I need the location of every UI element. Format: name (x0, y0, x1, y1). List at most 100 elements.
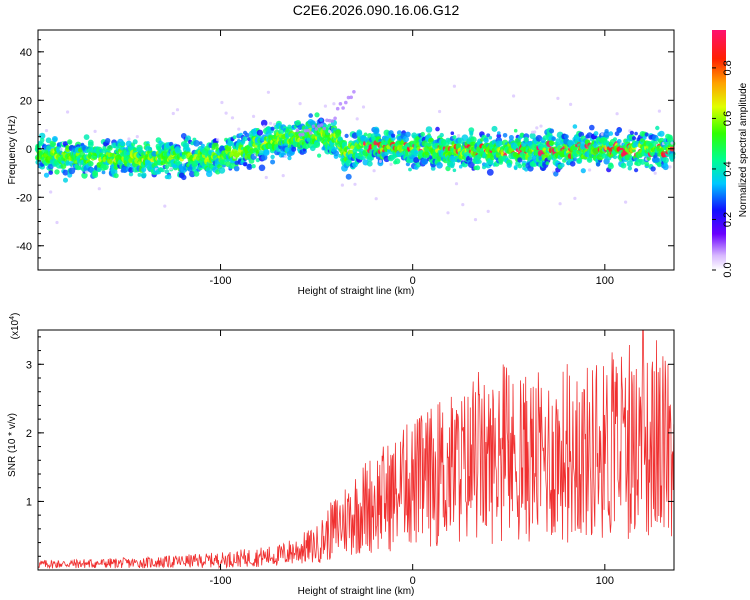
spectrogram-cell (244, 132, 250, 138)
spectrogram-cell (490, 155, 495, 161)
spectrogram-cell (258, 164, 266, 172)
spectrogram-noise-cell (268, 121, 273, 125)
spectrogram-cell (410, 158, 415, 163)
spectrogram-cell (425, 126, 433, 133)
spectrogram-spur-cell (317, 124, 321, 128)
spectrogram-cell (421, 158, 428, 165)
spectrogram-noise-cell (539, 124, 543, 128)
spectrogram-cell (394, 158, 401, 165)
snr-ytick-label: 3 (26, 359, 32, 371)
spectrogram-cell (251, 164, 256, 169)
spectrogram-cell (63, 177, 68, 183)
spectrogram-cell (517, 163, 523, 169)
spectrogram-cell (545, 161, 550, 166)
spectrogram-cell (313, 141, 321, 148)
spectrogram-spur-cell (352, 90, 356, 94)
spectrogram-cell (580, 168, 586, 174)
snr-xtick-label: 0 (410, 575, 416, 587)
spectrogram-panel: -100 0 100 -40 -20 0 20 40 Height of straight … (7, 29, 676, 297)
spectrogram-cell (81, 172, 88, 179)
spectrogram-ytick-label: 20 (20, 95, 32, 107)
spectrogram-noise-cell (473, 218, 478, 222)
spectrogram-noise-cell (340, 183, 344, 187)
spectrogram-noise-cell (372, 169, 376, 173)
spectrogram-cell (593, 131, 599, 136)
spectrogram-cell (452, 168, 457, 173)
spectrogram-cell (369, 156, 374, 161)
spectrogram-noise-cell (264, 175, 268, 180)
spectrogram-noise-cell (624, 200, 628, 204)
spectrogram-noise-cell (298, 102, 302, 106)
spectrogram-noise-cell (573, 196, 577, 200)
spectrogram-xtick-label: 0 (410, 275, 416, 287)
snr-panel: -100 0 100 1 2 3 Height of straight line (km… (7, 313, 675, 597)
spectrogram-cell (141, 167, 147, 173)
spectrogram-noise-cell (171, 111, 175, 116)
spectrogram-noise-cell (454, 182, 459, 186)
spectrogram-cell (634, 168, 639, 173)
spectrogram-cell (366, 160, 373, 167)
spectrogram-noise-cell (216, 138, 220, 142)
spectrogram-cell (65, 160, 70, 165)
spectrogram-noise-cell (558, 202, 562, 206)
spectrogram-ticks (38, 30, 674, 271)
spectrogram-cell (627, 166, 632, 171)
spectrogram-cell (40, 162, 45, 167)
spectrogram-noise-cell (283, 154, 287, 158)
snr-frame (37, 329, 675, 571)
spectrogram-cell (105, 138, 111, 144)
spectrogram-cell (278, 128, 285, 135)
spectrogram-cell (470, 136, 477, 143)
spectrogram-noise-cell (670, 141, 674, 145)
spectrogram-cell (212, 142, 219, 149)
spectrogram-cell (261, 154, 268, 161)
spectrogram-cell (128, 167, 134, 173)
colorbar-tick-label: 0.2 (722, 212, 734, 227)
spectrogram-noise-cell (374, 197, 378, 201)
spectrogram-cell (642, 135, 647, 140)
spectrogram-cell (483, 137, 489, 144)
spectrogram-noise-cell (262, 124, 266, 128)
spectrogram-cell (39, 132, 46, 140)
spectrogram-noise-cell (668, 165, 672, 169)
spectrogram-noise-cell (237, 127, 241, 131)
spectrogram-cell (523, 136, 529, 143)
spectrogram-cell (68, 167, 76, 175)
spectrogram-cell (189, 170, 196, 178)
spectrogram-cell (452, 135, 457, 140)
spectrogram-cell (450, 131, 455, 135)
spectrogram-cell (128, 172, 134, 177)
spectrogram-cell (486, 168, 494, 176)
spectrogram-cell (424, 151, 430, 156)
spectrogram-cell (629, 130, 635, 135)
spectrogram-cell (270, 126, 275, 131)
spectrogram-cell (655, 125, 660, 131)
spectrogram-cell (291, 146, 297, 152)
spectrogram-ytick-label: 40 (20, 47, 32, 59)
spectrogram-noise-cell (511, 94, 516, 98)
spectrogram-noise-cell (361, 105, 366, 109)
spectrogram-noise-cell (461, 203, 465, 207)
snr-xtick-label: -100 (210, 575, 232, 587)
spectrogram-cell (644, 132, 649, 137)
spectrogram-cell (356, 130, 363, 137)
spectrogram-cell (160, 168, 165, 173)
spectrogram-cell (270, 154, 275, 160)
spectrogram-cell (255, 150, 260, 154)
spectrogram-cell (107, 145, 113, 151)
spectrogram-noise-cell (556, 96, 560, 100)
spectrogram-noise-cell (85, 170, 89, 174)
spectrogram-cell (613, 137, 617, 142)
spectrogram-cell (405, 131, 411, 138)
spectrogram-cell (181, 174, 187, 181)
spectrogram-spur-cell (322, 126, 327, 131)
colorbar: 0.0 0.2 0.4 0.6 0.8 Normalized spectral ampl… (712, 30, 749, 278)
spectrogram-noise-cell (615, 112, 619, 116)
spectrogram-spur-cell (301, 132, 305, 137)
spectrogram-cell (539, 146, 543, 151)
spectrogram-cell (667, 134, 673, 141)
spectrogram-cell (564, 134, 569, 140)
colorbar-tick-label: 0.6 (722, 111, 734, 126)
spectrogram-spur-cell (335, 106, 340, 111)
spectrogram-noise-cell (535, 126, 539, 130)
